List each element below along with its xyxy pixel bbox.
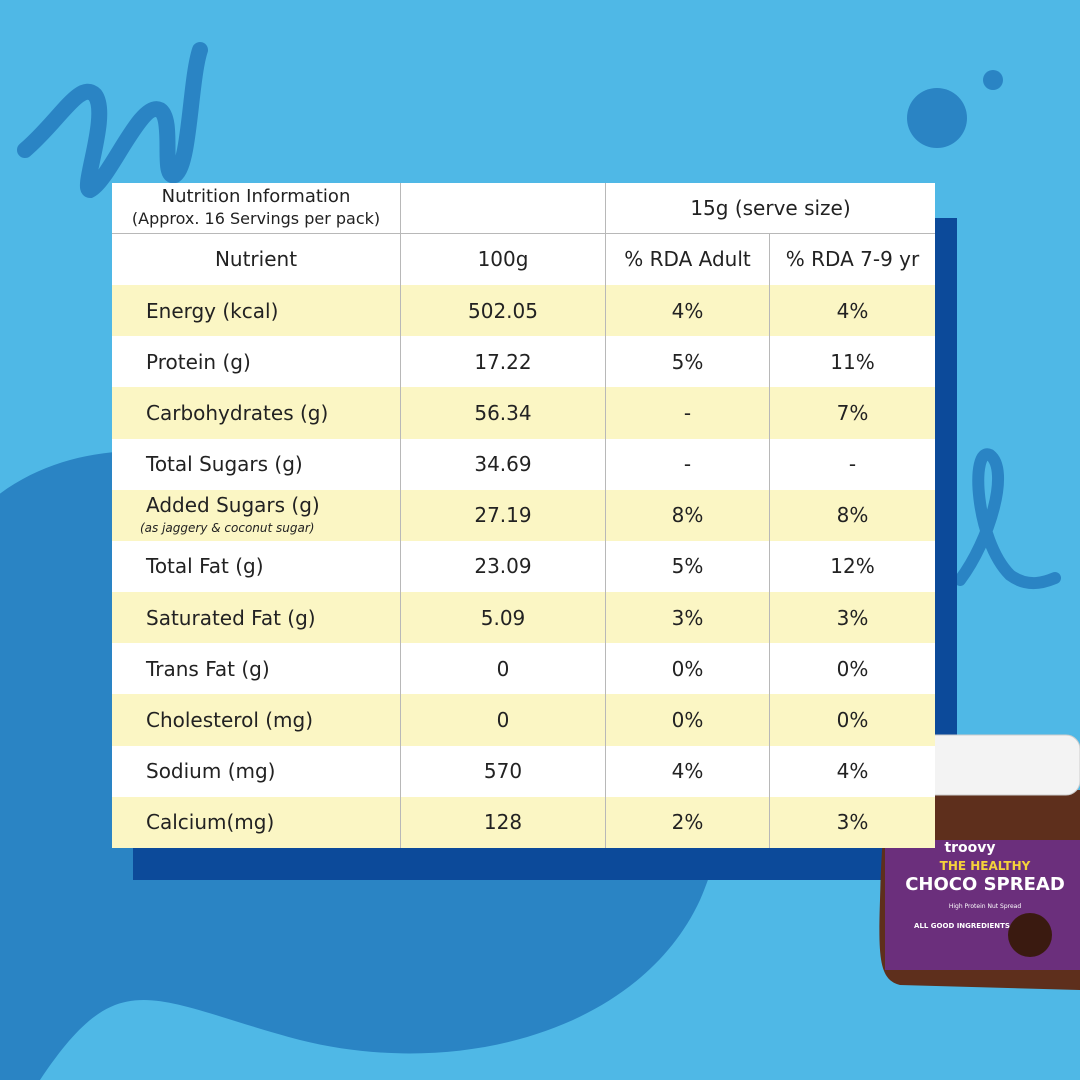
brand: troovy — [944, 840, 995, 856]
nutrient-name: Total Sugars (g) — [146, 452, 303, 477]
nutrient-name: Trans Fat (g) — [146, 656, 270, 681]
nutrient-value: 56.34 — [400, 387, 605, 439]
serve-size: 15g (serve size) — [605, 183, 935, 233]
row-highlight — [112, 489, 935, 541]
nutrient-value: - — [605, 387, 769, 439]
row-highlight — [112, 694, 935, 746]
nutrient-name: Sodium (mg) — [146, 759, 276, 784]
nutrient-value: 12% — [769, 540, 935, 593]
squiggle — [954, 448, 1061, 590]
nutrient-value: 4% — [605, 285, 769, 337]
dot — [983, 70, 1003, 90]
column-header: % RDA 7-9 yr — [769, 233, 935, 285]
nutrient-name: Saturated Fat (g) — [146, 605, 316, 630]
product-line: THE HEALTHY — [940, 859, 1031, 873]
nutrient-name: Energy (kcal) — [146, 298, 279, 323]
nutrient-name: Calcium(mg) — [146, 810, 275, 835]
nutrient-value: 4% — [769, 285, 935, 337]
row-highlight — [112, 592, 935, 644]
title: Nutrition Information — [161, 186, 351, 207]
nutrient-value: 570 — [400, 745, 605, 797]
nutrient-value: - — [605, 438, 769, 490]
nutrient-value: 502.05 — [400, 285, 605, 337]
nutrient-value: - — [769, 438, 935, 490]
column-header: Nutrient — [214, 247, 298, 271]
nutrient-value: 0% — [769, 694, 935, 746]
nutrient-value: 8% — [605, 489, 769, 541]
row-line — [112, 233, 935, 234]
product-name: CHOCO SPREAD — [905, 874, 1065, 895]
subtitle: (Approx. 16 Servings per pack) — [131, 209, 381, 228]
nutrient-name: Added Sugars (g) — [146, 493, 320, 518]
column-header: % RDA Adult — [605, 233, 769, 285]
nutrient-value: 128 — [400, 796, 605, 848]
nutrient-value: 3% — [769, 592, 935, 644]
nutrient-name: Carbohydrates (g) — [146, 400, 329, 425]
nutrient-value: 5.09 — [400, 592, 605, 644]
nutrient-value: 3% — [769, 796, 935, 848]
nutrient-value: 11% — [769, 336, 935, 388]
nutrient-value: 0 — [400, 694, 605, 746]
nutrient-value: 27.19 — [400, 489, 605, 541]
nutrient-name: Total Fat (g) — [146, 554, 264, 579]
spread-image — [1008, 913, 1052, 957]
nutrient-note: (as jaggery & coconut sugar) — [140, 520, 315, 535]
nutrient-value: 4% — [769, 745, 935, 797]
nutrient-value: 34.69 — [400, 438, 605, 490]
squiggle — [17, 42, 208, 199]
row-highlight — [112, 796, 935, 848]
nutrient-value: 7% — [769, 387, 935, 439]
badge: ALL GOOD INGREDIENTS — [914, 922, 1010, 930]
column-header: 100g — [400, 233, 605, 285]
nutrient-value: 0 — [400, 643, 605, 695]
product-jar: troovy THE HEALTHY CHOCO SPREAD High Pro… — [879, 734, 1080, 990]
nutrient-value: 17.22 — [400, 336, 605, 388]
nutrient-value: 4% — [605, 745, 769, 797]
nutrient-value: 5% — [605, 336, 769, 388]
nutrient-value: 3% — [605, 592, 769, 644]
nutrient-value: 0% — [769, 643, 935, 695]
nutrient-value: 0% — [605, 643, 769, 695]
jar-label — [885, 840, 1080, 970]
row-highlight — [112, 387, 935, 439]
jar-lid — [909, 734, 1080, 796]
row-highlight — [112, 285, 935, 337]
nutrient-value: 5% — [605, 540, 769, 593]
nutrition-table: Nutrition Information (Approx. 16 Serving… — [112, 183, 935, 848]
dot — [907, 88, 967, 148]
nutrient-value: 23.09 — [400, 540, 605, 593]
title-cell: Nutrition Information (Approx. 16 Serving… — [112, 183, 400, 233]
nutrient-name: Cholesterol (mg) — [146, 708, 314, 733]
tagline: High Protein Nut Spread — [949, 903, 1022, 910]
nutrient-value: 8% — [769, 489, 935, 541]
nutrient-name: Protein (g) — [146, 349, 251, 374]
nutrient-value: 2% — [605, 796, 769, 848]
empty-cell — [400, 183, 605, 233]
nutrient-value: 0% — [605, 694, 769, 746]
